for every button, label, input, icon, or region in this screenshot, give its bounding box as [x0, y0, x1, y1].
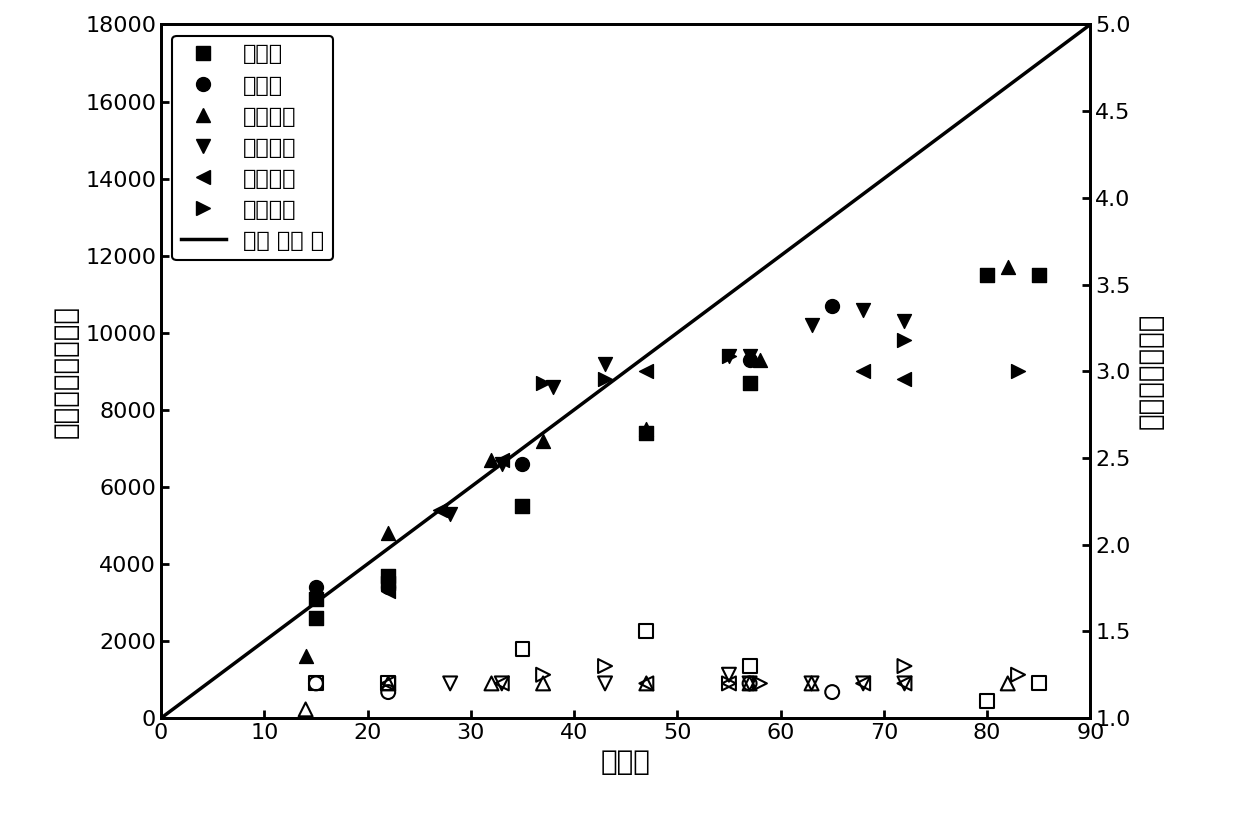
- Point: [533, 668, 553, 681]
- Point: [637, 676, 657, 690]
- Point: [740, 353, 760, 366]
- Point: [740, 676, 760, 690]
- Point: [296, 703, 316, 716]
- Point: [378, 569, 398, 582]
- Point: [306, 611, 326, 624]
- Point: [740, 676, 760, 690]
- Point: [492, 676, 512, 690]
- Point: [895, 315, 914, 328]
- Point: [637, 676, 657, 690]
- Point: [533, 434, 553, 447]
- Point: [544, 380, 564, 393]
- Point: [378, 676, 398, 690]
- Point: [854, 676, 873, 690]
- Point: [823, 685, 843, 698]
- Point: [378, 676, 398, 690]
- Point: [854, 676, 873, 690]
- Y-axis label: 分子量分布指数: 分子量分布指数: [1136, 313, 1165, 429]
- Point: [306, 676, 326, 690]
- Point: [637, 423, 657, 436]
- X-axis label: 转化率: 转化率: [601, 748, 650, 777]
- Point: [1009, 365, 1028, 378]
- Point: [595, 372, 615, 385]
- Point: [740, 659, 760, 672]
- Point: [895, 372, 914, 385]
- Point: [378, 577, 398, 590]
- Point: [750, 676, 769, 690]
- Point: [740, 376, 760, 389]
- Point: [997, 261, 1017, 274]
- Legend: 碳酸钠, 碳酸钾, 碳酸氢钠, 碳酸氢钾, 氢氧化钠, 氢氧化钾, 理论 分子 量: 碳酸钠, 碳酸钾, 碳酸氢钠, 碳酸氢钾, 氢氧化钠, 氢氧化钾, 理论 分子 …: [172, 36, 333, 260]
- Point: [296, 650, 316, 663]
- Point: [492, 676, 512, 690]
- Point: [719, 676, 738, 690]
- Point: [595, 676, 615, 690]
- Point: [378, 676, 398, 690]
- Point: [1028, 676, 1048, 690]
- Point: [802, 676, 821, 690]
- Point: [719, 676, 738, 690]
- Point: [854, 303, 873, 316]
- Point: [482, 454, 502, 467]
- Point: [637, 427, 657, 440]
- Point: [513, 457, 533, 470]
- Point: [533, 376, 553, 389]
- Point: [306, 592, 326, 605]
- Point: [740, 349, 760, 362]
- Point: [895, 676, 914, 690]
- Point: [1028, 268, 1048, 282]
- Point: [595, 357, 615, 370]
- Point: [740, 676, 760, 690]
- Point: [595, 659, 615, 672]
- Point: [1009, 668, 1028, 681]
- Point: [978, 694, 997, 707]
- Point: [750, 353, 769, 366]
- Point: [306, 580, 326, 593]
- Point: [637, 365, 657, 378]
- Point: [440, 676, 460, 690]
- Point: [492, 457, 512, 470]
- Point: [533, 676, 553, 690]
- Point: [802, 318, 821, 331]
- Point: [719, 668, 738, 681]
- Point: [482, 676, 502, 690]
- Point: [854, 365, 873, 378]
- Point: [378, 584, 398, 597]
- Point: [378, 685, 398, 698]
- Point: [895, 676, 914, 690]
- Point: [997, 676, 1017, 690]
- Point: [978, 268, 997, 282]
- Point: [430, 503, 450, 517]
- Y-axis label: 数均相对分子质量: 数均相对分子质量: [52, 305, 79, 437]
- Point: [440, 508, 460, 521]
- Point: [802, 676, 821, 690]
- Point: [895, 334, 914, 347]
- Point: [492, 454, 512, 467]
- Point: [306, 676, 326, 690]
- Point: [719, 349, 738, 362]
- Point: [823, 299, 843, 313]
- Point: [513, 499, 533, 512]
- Point: [378, 580, 398, 593]
- Point: [895, 659, 914, 672]
- Point: [513, 642, 533, 655]
- Point: [637, 625, 657, 638]
- Point: [719, 349, 738, 362]
- Point: [378, 526, 398, 539]
